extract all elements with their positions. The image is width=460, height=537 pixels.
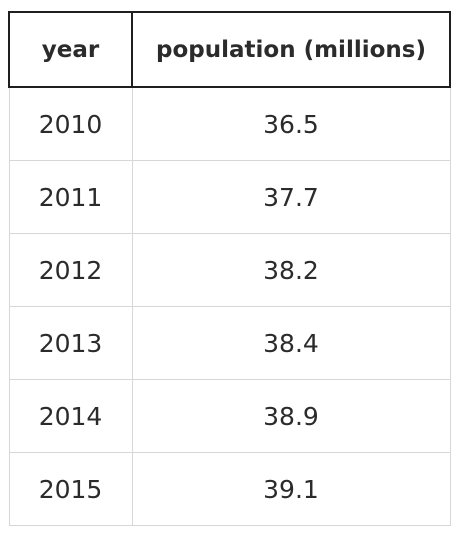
year-cell: 2012 — [8, 233, 133, 307]
header-year: year — [8, 11, 133, 88]
population-cell: 36.5 — [131, 86, 451, 161]
population-cell: 38.4 — [131, 306, 451, 380]
year-cell: 2010 — [8, 86, 133, 161]
table-row: 2014 38.9 — [8, 379, 451, 453]
year-cell: 2013 — [8, 306, 133, 380]
population-cell: 39.1 — [131, 452, 451, 526]
header-row: year population (millions) — [8, 11, 451, 88]
table-row: 2010 36.5 — [8, 86, 451, 161]
table-header: year population (millions) — [8, 11, 451, 88]
population-cell: 37.7 — [131, 160, 451, 234]
population-cell: 38.2 — [131, 233, 451, 307]
table-row: 2015 39.1 — [8, 452, 451, 526]
year-cell: 2011 — [8, 160, 133, 234]
year-cell: 2014 — [8, 379, 133, 453]
header-population: population (millions) — [131, 11, 451, 88]
table-row: 2013 38.4 — [8, 306, 451, 380]
year-cell: 2015 — [8, 452, 133, 526]
table-row: 2012 38.2 — [8, 233, 451, 307]
table-body: 2010 36.5 2011 37.7 2012 38.2 2013 38.4 … — [8, 86, 451, 526]
table-row: 2011 37.7 — [8, 160, 451, 234]
population-table: year population (millions) 2010 36.5 201… — [8, 11, 451, 526]
population-cell: 38.9 — [131, 379, 451, 453]
